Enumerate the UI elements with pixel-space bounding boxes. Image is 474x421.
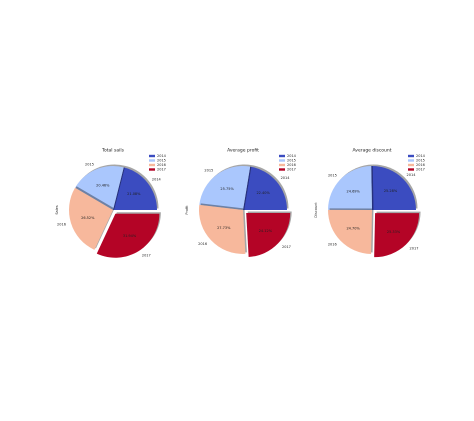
pie-slice: [96, 213, 160, 258]
category-label: 2017: [410, 246, 419, 250]
value-label: 26.52%: [81, 216, 95, 220]
pie-slice: [328, 209, 372, 254]
pie-slice: [243, 166, 287, 210]
legend-label: 2014: [287, 154, 297, 158]
legend-swatch: [408, 163, 414, 167]
category-label: 2015: [204, 169, 213, 173]
legend-swatch: [408, 168, 414, 171]
pie-slice: [374, 213, 420, 258]
y-axis-label: Discount: [314, 202, 318, 218]
legend-label: 2014: [157, 154, 167, 158]
category-label: 2014: [281, 176, 291, 180]
legend-label: 2017: [287, 168, 296, 172]
value-label: 27.73%: [217, 226, 231, 230]
category-label: 2017: [142, 253, 151, 257]
legend-swatch: [149, 154, 155, 158]
value-label: 25.33%: [387, 230, 401, 234]
legend-swatch: [279, 159, 285, 162]
legend-label: 2017: [416, 168, 425, 172]
chart-title: Average discount: [352, 148, 391, 154]
y-axis-label: Profit: [185, 205, 189, 215]
legend-swatch: [408, 154, 414, 158]
value-label: 31.94%: [123, 234, 137, 238]
pie-slice: [246, 213, 291, 257]
value-label: 20.46%: [96, 184, 110, 188]
legend-label: 2016: [287, 163, 296, 167]
pie-slice: [199, 204, 246, 254]
category-label: 2015: [85, 163, 94, 167]
legend-label: 2016: [416, 163, 425, 167]
legend-swatch: [149, 163, 155, 167]
value-label: 24.70%: [346, 226, 360, 230]
legend-swatch: [279, 163, 285, 167]
pie-slice: [113, 167, 157, 210]
pie-slice: [69, 187, 113, 250]
legend-label: 2016: [157, 163, 166, 167]
value-label: 24.69%: [347, 189, 361, 193]
value-label: 25.28%: [384, 189, 398, 193]
category-label: 2016: [198, 242, 207, 246]
legend-swatch: [149, 159, 155, 162]
value-label: 21.08%: [127, 192, 141, 196]
category-label: 2015: [328, 173, 337, 177]
pie-chart: Total sails Sales 21.08% 2014 20.46% 2015 26.5…: [55, 148, 167, 258]
category-label: 2014: [407, 173, 417, 177]
pie-chart: Average profit Profit 22.40% 2014 25.75% 2015…: [185, 148, 297, 257]
pie-slice: [199, 165, 251, 210]
pie-slice: [371, 166, 416, 210]
legend-label: 2017: [157, 168, 166, 172]
pie-chart: Average discount Discount 25.28% 2014 24.69%…: [314, 148, 426, 258]
category-label: 2014: [152, 178, 162, 182]
chart-title: Total sails: [101, 148, 125, 154]
legend-swatch: [279, 154, 285, 158]
legend-swatch: [408, 159, 414, 162]
legend-swatch: [279, 168, 285, 171]
value-label: 25.75%: [220, 187, 234, 191]
pie-slice: [328, 166, 372, 210]
legend-label: 2015: [157, 159, 166, 163]
value-label: 22.40%: [256, 191, 270, 195]
legend-label: 2014: [416, 154, 426, 158]
chart-title: Average profit: [227, 148, 259, 154]
legend-label: 2015: [287, 159, 296, 163]
pie-slice: [75, 166, 124, 210]
y-axis-label: Sales: [55, 205, 59, 214]
value-label: 24.12%: [259, 229, 273, 233]
category-label: 2016: [57, 223, 66, 227]
legend-label: 2015: [416, 159, 425, 163]
category-label: 2017: [282, 245, 291, 249]
category-label: 2016: [328, 242, 337, 246]
legend-swatch: [149, 168, 155, 171]
